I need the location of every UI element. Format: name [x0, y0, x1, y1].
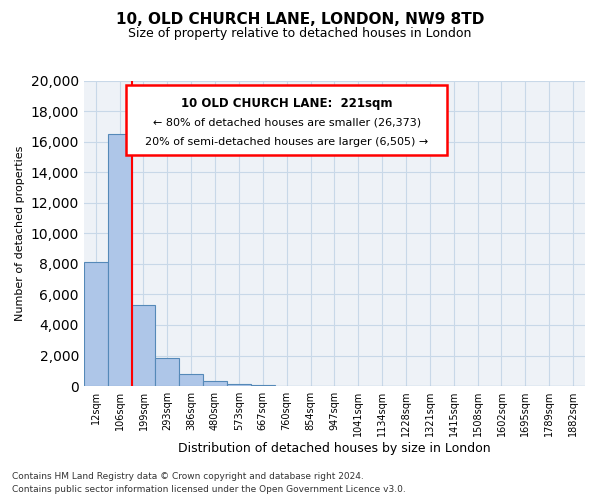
Text: 20% of semi-detached houses are larger (6,505) →: 20% of semi-detached houses are larger (… [145, 137, 428, 147]
Bar [131, 305, 155, 386]
Y-axis label: Number of detached properties: Number of detached properties [15, 146, 25, 321]
Bar [227, 384, 251, 386]
Text: 10 OLD CHURCH LANE:  221sqm: 10 OLD CHURCH LANE: 221sqm [181, 98, 392, 110]
FancyBboxPatch shape [127, 85, 447, 156]
Bar [179, 374, 203, 386]
Text: Contains public sector information licensed under the Open Government Licence v3: Contains public sector information licen… [12, 485, 406, 494]
Text: Contains HM Land Registry data © Crown copyright and database right 2024.: Contains HM Land Registry data © Crown c… [12, 472, 364, 481]
Text: Size of property relative to detached houses in London: Size of property relative to detached ho… [128, 28, 472, 40]
Text: ← 80% of detached houses are smaller (26,373): ← 80% of detached houses are smaller (26… [153, 117, 421, 127]
Bar [84, 262, 107, 386]
Bar [107, 134, 131, 386]
Bar [251, 384, 275, 386]
X-axis label: Distribution of detached houses by size in London: Distribution of detached houses by size … [178, 442, 491, 455]
Bar [203, 382, 227, 386]
Text: 10, OLD CHURCH LANE, LONDON, NW9 8TD: 10, OLD CHURCH LANE, LONDON, NW9 8TD [116, 12, 484, 28]
Bar [155, 358, 179, 386]
